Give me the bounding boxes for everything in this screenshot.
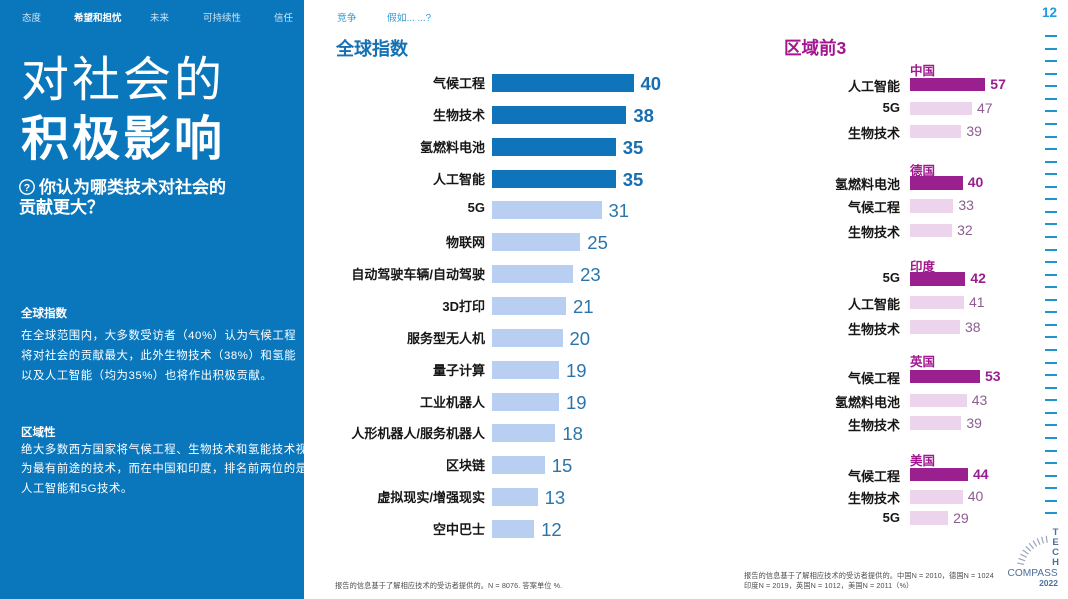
svg-text:?: ?: [24, 182, 30, 194]
